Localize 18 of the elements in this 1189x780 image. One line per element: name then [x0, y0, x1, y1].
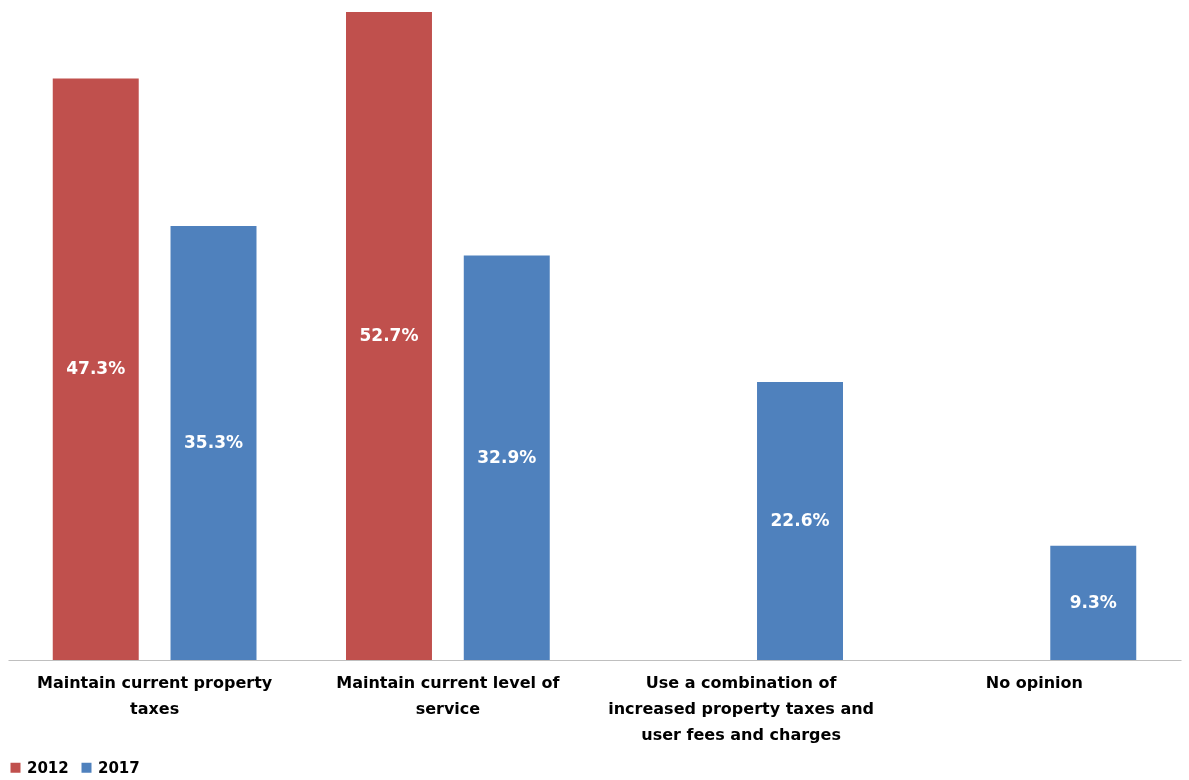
x-tick-label: No opinion: [985, 672, 1083, 692]
bar: [346, 12, 432, 660]
bar: [757, 382, 843, 660]
bar: [1050, 545, 1137, 660]
x-tick-label: Use a combination of increased property taxes and user fees and charges: [608, 672, 875, 744]
data-label: 22.6%: [770, 510, 830, 531]
data-label: 9.3%: [1069, 591, 1117, 612]
bar: [170, 225, 257, 660]
x-tick-label: Maintain current level of service: [336, 672, 561, 718]
data-label: 35.3%: [184, 431, 243, 452]
data-label: 32.9%: [477, 446, 537, 467]
bar: [463, 255, 550, 660]
bar: [52, 78, 139, 660]
legend-label: 2012: [27, 758, 69, 777]
data-label: 52.7%: [359, 325, 419, 345]
x-tick-label: Maintain current property taxes: [37, 672, 273, 718]
legend-label: 2017: [98, 758, 140, 777]
data-label: 47.3%: [66, 358, 126, 379]
